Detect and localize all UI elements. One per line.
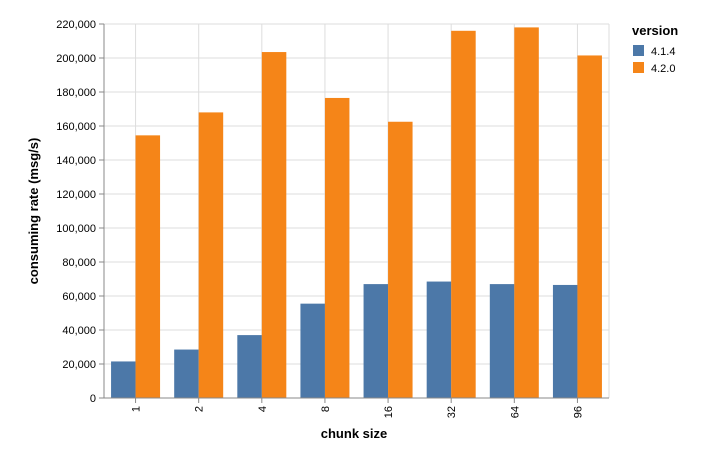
bar-4.2.0-16 <box>388 121 413 398</box>
bar-4.2.0-8 <box>324 97 350 398</box>
bar-4.2.0-32 <box>451 30 476 399</box>
bar-4.1.4-2 <box>174 349 199 398</box>
y-tick-label: 160,000 <box>56 121 96 133</box>
bars <box>111 27 602 399</box>
bar-4.1.4-96 <box>552 284 578 398</box>
y-tick-label: 60,000 <box>62 291 96 303</box>
bar-4.1.4-4 <box>237 335 262 398</box>
legend-title: version <box>632 23 678 38</box>
bar-4.2.0-1 <box>135 135 161 398</box>
x-tick-label: 16 <box>383 406 395 418</box>
x-tick-label: 32 <box>446 406 458 418</box>
y-axis-title: consuming rate (msg/s) <box>26 138 41 285</box>
x-tick-label: 2 <box>194 406 206 412</box>
x-tick-label: 1 <box>131 406 143 412</box>
y-tick-label: 220,000 <box>56 19 96 31</box>
axes <box>99 23 609 403</box>
bar-4.2.0-96 <box>577 55 602 398</box>
y-tick-label: 40,000 <box>62 325 96 337</box>
legend-label-4.1.4: 4.1.4 <box>651 46 675 58</box>
y-tick-label: 140,000 <box>56 155 96 167</box>
y-tick-label: 20,000 <box>62 359 96 371</box>
y-tick-label: 80,000 <box>62 257 96 269</box>
bar-4.1.4-8 <box>300 303 325 398</box>
bar-4.2.0-4 <box>261 52 287 399</box>
legend-items: 4.1.4 4.2.0 <box>633 45 675 75</box>
y-tick-label: 0 <box>90 393 96 405</box>
y-tick-label: 200,000 <box>56 53 96 65</box>
x-tick-label: 4 <box>257 406 269 412</box>
legend-label-4.2.0: 4.2.0 <box>651 63 675 75</box>
x-axis-title: chunk size <box>321 426 387 441</box>
y-tick-labels: 0 20,000 40,000 60,000 80,000 100,000 120,000 1… <box>56 19 96 405</box>
bar-4.1.4-32 <box>426 281 452 398</box>
bar-4.1.4-1 <box>111 361 136 398</box>
y-tick-label: 180,000 <box>56 87 96 99</box>
x-tick-label: 64 <box>509 406 521 418</box>
y-tick-label: 100,000 <box>56 223 96 235</box>
bar-4.2.0-2 <box>198 112 224 399</box>
legend-swatch-4.1.4 <box>633 45 644 56</box>
x-tick-labels: 1 2 4 8 16 32 64 96 <box>131 406 585 418</box>
x-tick-label: 96 <box>572 406 584 418</box>
y-tick-label: 120,000 <box>56 189 96 201</box>
bar-4.1.4-16 <box>363 284 389 398</box>
legend: version 4.1.4 4.2.0 <box>632 23 678 75</box>
legend-swatch-4.2.0 <box>633 62 644 73</box>
bar-4.2.0-64 <box>514 27 539 399</box>
x-tick-label: 8 <box>320 406 332 412</box>
bar-4.1.4-64 <box>489 284 515 398</box>
